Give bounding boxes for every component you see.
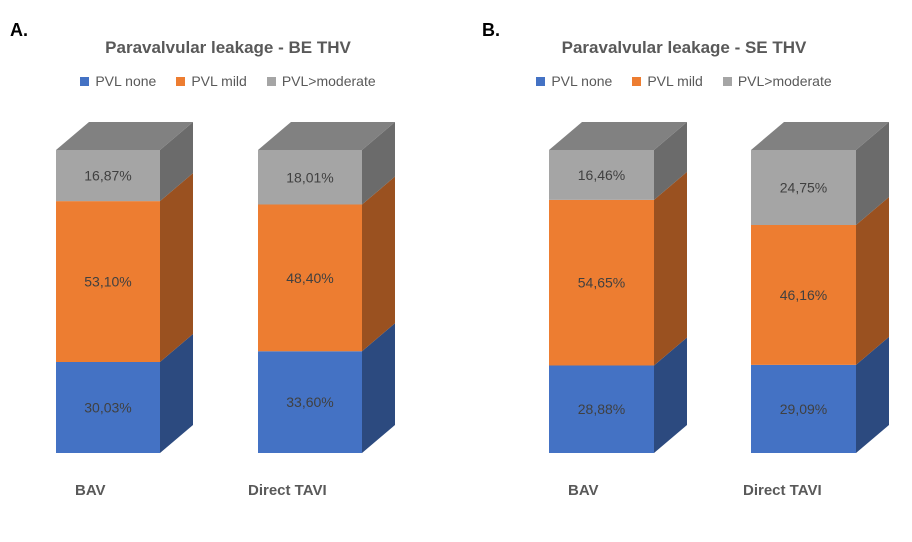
bar-segment-front xyxy=(56,150,160,202)
bar-segment-side xyxy=(160,122,193,202)
legend-swatch xyxy=(80,76,90,86)
bar-segment-front xyxy=(549,199,654,366)
data-label: 29,09% xyxy=(780,401,827,417)
data-label: 48,40% xyxy=(286,270,333,286)
legend-item-pvl-moderate: PVL>moderate xyxy=(722,73,832,89)
data-label: 16,46% xyxy=(578,167,625,183)
bar-segment-front xyxy=(258,351,362,453)
legend: PVL none PVL mild PVL>moderate xyxy=(456,73,912,89)
legend-label: PVL>moderate xyxy=(737,73,832,89)
data-label: 28,88% xyxy=(578,401,625,417)
bar-segment-side xyxy=(856,196,889,365)
bar-segment-front xyxy=(258,204,362,352)
data-label: 18,01% xyxy=(286,169,333,185)
legend-item-pvl-mild: PVL mild xyxy=(176,73,247,89)
data-label: 30,03% xyxy=(84,400,131,416)
legend-swatch xyxy=(176,76,186,86)
bar-segment-front xyxy=(751,364,856,453)
stacked-bar-plot: 28,88% 54,65% 16,46% 29,09% 46,16% 24,75% xyxy=(549,122,889,453)
bar-segment-front xyxy=(549,150,654,200)
panel-label: B. xyxy=(482,20,500,40)
legend-label: PVL mild xyxy=(647,73,703,89)
bar-segment-side xyxy=(362,121,395,205)
stacked-bar-plot: 30,03% 53,10% 16,87% 33,60% 48,40% 18,01% xyxy=(56,121,395,453)
panel-label: A. xyxy=(10,20,28,40)
bar-segment-front xyxy=(751,224,856,365)
legend-swatch xyxy=(536,76,546,86)
data-label: 53,10% xyxy=(84,274,131,290)
bar-segment-side xyxy=(856,336,889,453)
category-label-bav: BAV xyxy=(568,482,599,499)
bar-top-face xyxy=(549,122,687,151)
bar-top-face xyxy=(751,122,889,150)
bar-segment-side xyxy=(654,171,687,366)
legend-swatch xyxy=(632,76,642,86)
legend-label: PVL none xyxy=(551,73,613,89)
data-label: 24,75% xyxy=(780,179,827,195)
bar-segment-front xyxy=(56,201,160,363)
legend-label: PVL>moderate xyxy=(281,73,376,89)
legend-swatch xyxy=(266,76,276,86)
bar-segment-side xyxy=(362,176,395,352)
bar-segment-front xyxy=(549,365,654,453)
data-label: 54,65% xyxy=(578,275,625,291)
legend-item-pvl-none: PVL none xyxy=(80,73,156,89)
bar-segment-side xyxy=(160,334,193,453)
bar-top-face xyxy=(258,121,395,150)
category-label-direct-tavi: Direct TAVI xyxy=(743,482,822,499)
legend: PVL none PVL mild PVL>moderate xyxy=(0,73,456,89)
legend-label: PVL none xyxy=(95,73,157,89)
bar-segment-front xyxy=(258,149,362,205)
chart-panel-a: A. Paravalvular leakage - BE THV PVL non… xyxy=(0,20,456,499)
bar-segment-front xyxy=(56,362,160,453)
data-label: 46,16% xyxy=(780,287,827,303)
category-label-direct-tavi: Direct TAVI xyxy=(248,482,327,499)
chart-title: Paravalvular leakage - BE THV xyxy=(105,38,351,57)
bar-segment-side xyxy=(362,323,395,453)
bar-segment-side xyxy=(654,122,687,200)
legend-item-pvl-none: PVL none xyxy=(536,73,612,89)
bar-segment-side xyxy=(654,337,687,453)
legend-item-pvl-mild: PVL mild xyxy=(632,73,703,89)
chart-title: Paravalvular leakage - SE THV xyxy=(561,38,807,57)
bar-segment-side xyxy=(160,173,193,363)
legend-label: PVL mild xyxy=(191,73,247,89)
legend-swatch xyxy=(722,76,732,86)
data-label: 33,60% xyxy=(286,394,333,410)
category-label-bav: BAV xyxy=(75,482,106,499)
bar-segment-front xyxy=(751,150,856,225)
bar-segment-side xyxy=(856,122,889,225)
bar-top-face xyxy=(56,122,193,150)
chart-panel-b: B. Paravalvular leakage - SE THV PVL non… xyxy=(456,0,912,542)
legend-item-pvl-moderate: PVL>moderate xyxy=(266,73,376,89)
data-label: 16,87% xyxy=(84,168,131,184)
